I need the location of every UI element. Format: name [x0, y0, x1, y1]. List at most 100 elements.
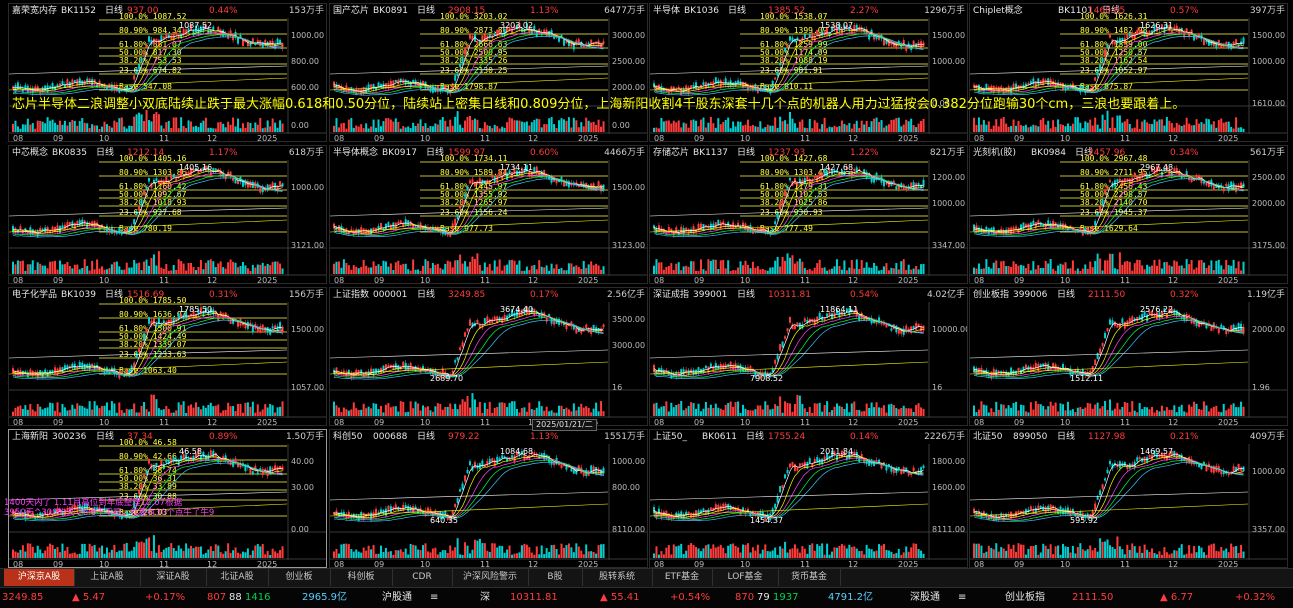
volume-bar	[995, 119, 997, 132]
volume-bar	[725, 405, 727, 416]
volume-bar	[387, 552, 389, 558]
axis-label: 1500.00	[932, 31, 965, 40]
volume-bar	[978, 410, 980, 416]
volume-bar	[432, 126, 434, 132]
volume-bar	[94, 545, 96, 558]
volume-bar	[588, 264, 590, 274]
volume-bar	[116, 552, 118, 558]
volume-bar	[481, 271, 483, 274]
axis-label: 3347.00	[932, 241, 965, 250]
volume-bar	[338, 127, 340, 132]
volume-bar	[173, 548, 175, 558]
volume-bar	[116, 122, 118, 132]
volume-bar	[160, 410, 162, 416]
axis-label: 1500.00	[291, 325, 324, 334]
volume-bar	[71, 120, 73, 132]
volume-bar	[108, 126, 110, 132]
volume-bar	[737, 401, 739, 416]
volume-bar	[885, 413, 887, 416]
axis-label: 1000.00	[932, 57, 965, 66]
axis-label: 800.00	[291, 57, 319, 66]
volume-bar	[543, 124, 545, 132]
volume-bar	[871, 121, 873, 132]
volume-bar	[1067, 123, 1069, 132]
volume-bar	[1094, 118, 1096, 132]
volume-bar	[227, 122, 229, 132]
volume-bar	[69, 266, 71, 274]
date-label: 09	[374, 134, 384, 142]
volume-bar	[978, 263, 980, 274]
volume-bar	[262, 128, 264, 132]
volume-bar	[1089, 120, 1091, 132]
volume-bar	[556, 413, 558, 416]
volume-bar	[757, 266, 759, 274]
trend-line	[650, 362, 928, 374]
axis-label: 2500.00	[1252, 173, 1285, 182]
volume-bar	[1032, 261, 1034, 274]
volume-bar	[153, 114, 155, 132]
volume-bar	[150, 551, 152, 558]
volume-bar	[590, 261, 592, 274]
volume-bar	[439, 120, 441, 132]
volume-bar	[516, 120, 518, 132]
volume-bar	[1116, 116, 1118, 132]
volume-bar	[903, 125, 905, 132]
volume-bar	[108, 410, 110, 416]
volume-bar	[826, 271, 828, 274]
volume-bar	[392, 122, 394, 132]
volume-bar	[180, 261, 182, 274]
volume-bar	[590, 412, 592, 416]
trend-line	[970, 350, 1248, 358]
axis-label: 1500.00	[612, 183, 645, 192]
volume-bar	[252, 128, 254, 132]
volume-bar	[170, 413, 172, 416]
volume-bar	[128, 410, 130, 416]
volume-bar	[365, 551, 367, 558]
volume-bar	[673, 270, 675, 274]
volume-bar	[47, 407, 49, 416]
axis-label: 2000.00	[612, 83, 645, 92]
volume-bar	[52, 403, 54, 416]
volume-bar	[126, 409, 128, 416]
volume-bar	[469, 408, 471, 416]
volume-bar	[683, 123, 685, 132]
volume-bar	[1104, 401, 1106, 416]
volume-bar	[1040, 268, 1042, 274]
volume-bar	[675, 122, 677, 132]
volume-bar	[259, 265, 261, 274]
volume-bar	[1055, 403, 1057, 416]
volume-bar	[735, 126, 737, 132]
volume-bar	[1124, 262, 1126, 274]
volume-bar	[848, 268, 850, 274]
volume-bar	[457, 111, 459, 132]
volume-bar	[1154, 412, 1156, 416]
volume-bar	[695, 271, 697, 274]
volume-bar	[769, 126, 771, 132]
volume-bar	[1102, 115, 1104, 132]
volume-bar	[22, 124, 24, 132]
volume-bar	[447, 553, 449, 558]
date-label: 12	[848, 276, 858, 284]
volume-bar	[217, 122, 219, 132]
volume-bar	[392, 270, 394, 274]
volume-bar	[528, 270, 530, 274]
volume-bar	[791, 119, 793, 132]
volume-bar	[89, 271, 91, 274]
volume-bar	[538, 119, 540, 132]
volume-bar	[774, 261, 776, 274]
volume-bar	[526, 412, 528, 416]
volume-bar	[464, 121, 466, 132]
